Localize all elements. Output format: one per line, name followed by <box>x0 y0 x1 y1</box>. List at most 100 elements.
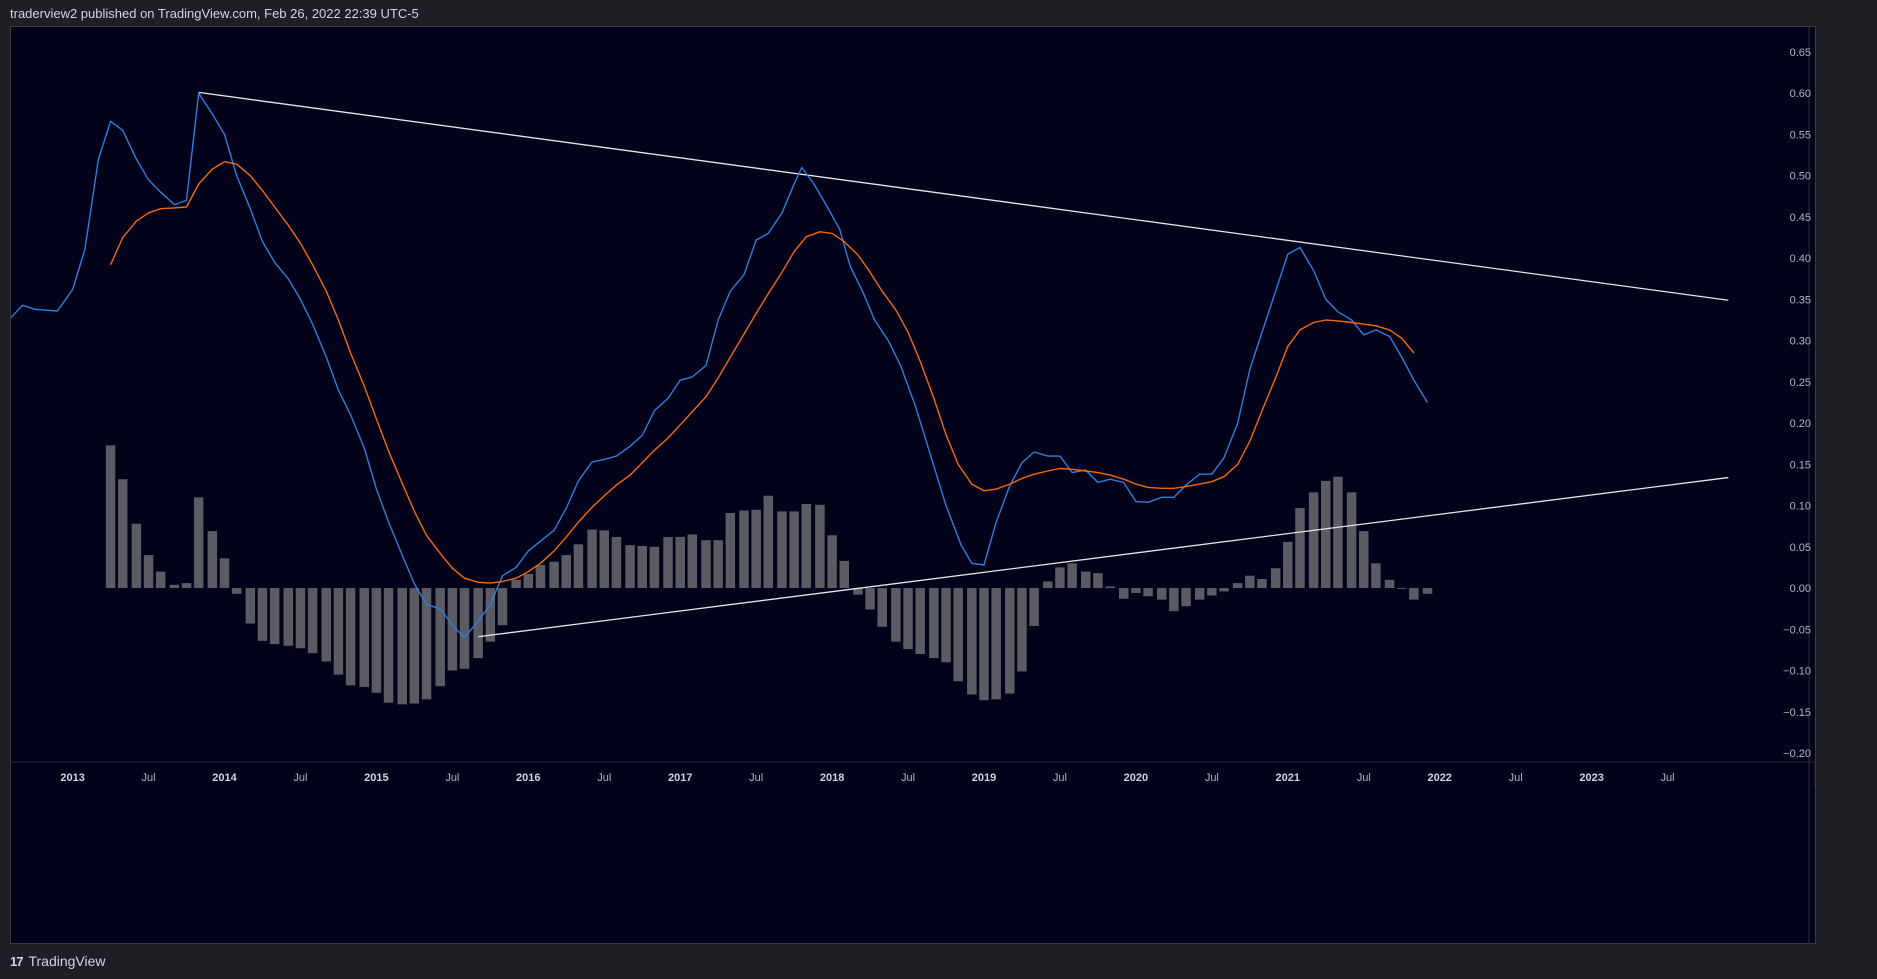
y-tick-label: −0.20 <box>1783 748 1811 760</box>
x-tick-label: Jul <box>1357 772 1371 784</box>
histogram-bar <box>777 511 787 589</box>
histogram-bar <box>1043 581 1053 589</box>
histogram-bar <box>1245 575 1255 589</box>
y-tick-label: 0.10 <box>1790 501 1811 513</box>
histogram-bar <box>561 555 572 589</box>
histogram-bar <box>1055 567 1065 589</box>
histogram-bar <box>435 588 445 687</box>
histogram-bar <box>967 588 977 695</box>
histogram-bar <box>827 535 837 589</box>
histogram-bar <box>573 544 584 589</box>
histogram-bar <box>1118 588 1129 599</box>
x-tick-label: Jul <box>901 772 915 784</box>
histogram-bar <box>283 588 294 646</box>
histogram-bar <box>511 579 521 589</box>
histogram-bar <box>1283 541 1293 589</box>
histogram-bar <box>941 588 951 663</box>
histogram-bar <box>1131 588 1141 594</box>
trendline-1 <box>198 91 1729 301</box>
histogram-bar <box>459 588 470 669</box>
histogram-bar <box>383 588 394 703</box>
x-tick-label: Jul <box>1661 772 1675 784</box>
histogram-bar <box>929 588 939 659</box>
y-tick-label: 0.55 <box>1790 129 1811 141</box>
y-tick-label: 0.45 <box>1790 212 1811 224</box>
histogram-bar <box>143 555 154 589</box>
histogram-bar <box>371 588 382 693</box>
x-tick-label: Jul <box>1509 772 1523 784</box>
histogram-bar <box>739 510 749 589</box>
histogram-bar <box>117 479 128 589</box>
histogram-bar <box>485 588 496 642</box>
histogram-bar <box>1181 588 1191 607</box>
histogram-bar <box>409 588 420 704</box>
y-tick-label: 0.25 <box>1790 377 1811 389</box>
histogram-bar <box>801 503 812 589</box>
histogram-bar <box>1270 568 1281 589</box>
histogram-bar <box>1081 571 1091 589</box>
histogram-bar <box>637 545 647 589</box>
histogram-bar <box>219 558 230 589</box>
y-tick-label: 0.30 <box>1790 336 1811 348</box>
histogram-bar <box>1396 588 1407 589</box>
histogram-bar <box>155 571 166 589</box>
histogram-bar <box>877 588 887 627</box>
histogram-bar <box>473 588 483 659</box>
histogram-bar <box>649 546 660 589</box>
y-tick-label: 0.00 <box>1790 583 1811 595</box>
histogram-bar <box>497 588 508 626</box>
histogram-bar <box>1017 588 1027 672</box>
series-line-slow <box>109 161 1415 584</box>
histogram-bar <box>725 513 736 589</box>
x-tick-label: Jul <box>597 772 611 784</box>
histogram-bar <box>295 588 306 649</box>
publisher-header: traderview2 published on TradingView.com… <box>10 6 419 21</box>
histogram-bar <box>105 445 116 589</box>
y-tick-label: 0.60 <box>1790 88 1811 100</box>
x-tick-label: 2015 <box>364 772 388 784</box>
histogram-bar <box>1308 492 1319 589</box>
y-tick-label: 0.05 <box>1790 542 1811 554</box>
histogram-bar <box>421 588 432 700</box>
histogram-bar <box>1295 508 1305 589</box>
histogram-bar <box>1169 588 1179 612</box>
tradingview-logo-icon[interactable]: 17 <box>10 953 24 969</box>
chart-panel[interactable]: 0.65 0.60 0.55 0.50 0.45 0.40 0.35 0.30 0.25 0.20… <box>10 26 1816 944</box>
brand-name[interactable]: TradingView <box>28 953 106 969</box>
x-tick-label: Jul <box>749 772 763 784</box>
histogram-bar <box>1409 588 1419 600</box>
x-tick-label: Jul <box>142 772 156 784</box>
histogram-bar <box>915 588 925 655</box>
histogram-bar <box>1384 579 1395 589</box>
x-tick-label: 2021 <box>1276 772 1300 784</box>
x-tick-label: Jul <box>1205 772 1219 784</box>
histogram-bar <box>687 534 698 589</box>
histogram-bar <box>1005 588 1015 694</box>
histogram-bar <box>763 495 774 589</box>
histogram-bar <box>447 588 458 671</box>
chart-svg[interactable]: 0.65 0.60 0.55 0.50 0.45 0.40 0.35 0.30 0.25 0.20… <box>11 27 1815 943</box>
histogram-bar <box>1346 492 1357 589</box>
histogram-bar <box>1093 573 1103 589</box>
histogram-bar <box>789 511 799 589</box>
x-tick-label: 2016 <box>516 772 540 784</box>
histogram-bar <box>345 588 356 686</box>
y-tick-label: 0.50 <box>1790 171 1811 183</box>
histogram-bar <box>903 588 913 650</box>
histogram-bar <box>611 536 622 589</box>
histogram-bar <box>181 583 192 589</box>
histogram-bar <box>853 588 863 595</box>
histogram-bar <box>1207 588 1217 596</box>
histogram-bar <box>1194 588 1205 600</box>
histogram-bar <box>397 588 407 705</box>
x-tick-label: 2023 <box>1579 772 1603 784</box>
y-tick-label: 0.65 <box>1790 47 1811 59</box>
histogram-bar <box>599 530 609 589</box>
footer: 17 TradingView <box>10 953 106 969</box>
histogram-bar <box>359 588 369 688</box>
histogram-bar <box>865 588 875 610</box>
histogram-bar <box>1422 588 1433 594</box>
histogram-bar <box>523 574 534 589</box>
histogram-bar <box>663 536 673 589</box>
histogram-bar <box>245 588 256 624</box>
